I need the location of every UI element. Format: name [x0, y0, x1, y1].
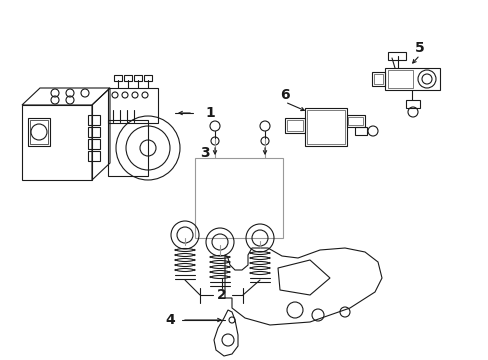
Bar	[22, 105, 92, 180]
Bar	[134, 75, 142, 81]
Bar	[405, 100, 419, 108]
Bar	[88, 115, 100, 125]
Bar	[88, 151, 100, 161]
Bar	[285, 118, 305, 133]
Bar	[373, 74, 382, 84]
Bar	[124, 75, 132, 81]
Bar	[306, 110, 345, 144]
Bar	[354, 127, 366, 135]
Bar	[305, 108, 346, 146]
Bar	[286, 120, 303, 131]
Bar	[384, 68, 439, 90]
Text: 6: 6	[280, 88, 289, 102]
Bar	[387, 70, 412, 88]
Bar	[195, 158, 283, 238]
Bar	[108, 120, 148, 176]
Bar	[114, 75, 122, 81]
Text: 4: 4	[165, 313, 175, 327]
Bar	[346, 115, 364, 127]
Bar	[387, 52, 405, 60]
Bar	[88, 127, 100, 137]
Text: 5: 5	[414, 41, 424, 55]
Bar	[108, 88, 158, 123]
Bar	[28, 118, 50, 146]
Text: 3: 3	[200, 146, 209, 160]
Bar	[88, 139, 100, 149]
Bar	[143, 75, 152, 81]
Text: 1: 1	[204, 106, 214, 120]
Bar	[30, 120, 48, 144]
Bar	[347, 117, 362, 125]
Bar	[371, 72, 384, 86]
Text: 2: 2	[217, 288, 226, 302]
